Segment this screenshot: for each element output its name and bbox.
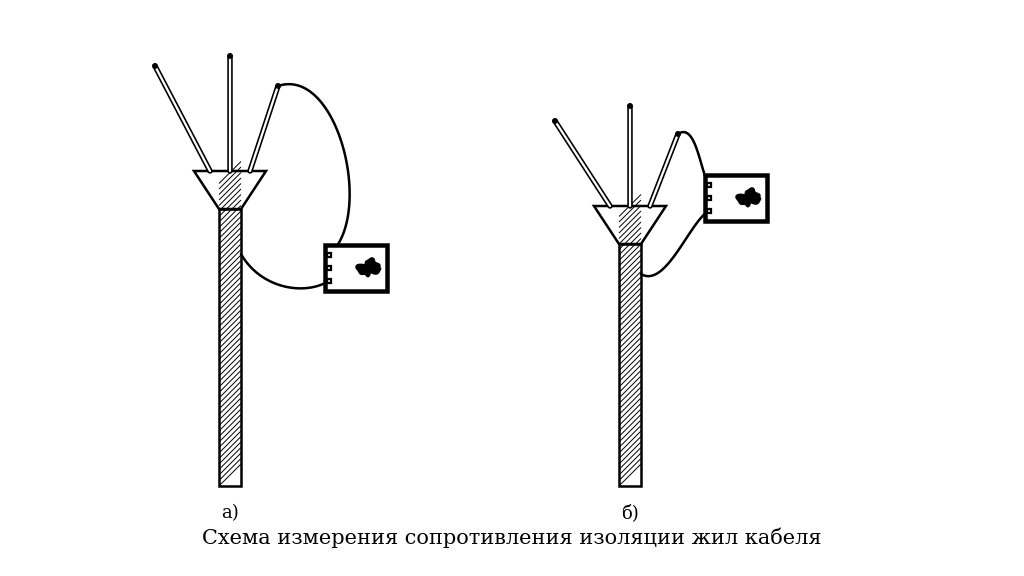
Bar — [618, 244, 641, 486]
Circle shape — [227, 54, 232, 58]
Polygon shape — [194, 171, 266, 209]
Bar — [708, 183, 711, 187]
Bar — [219, 209, 241, 486]
Circle shape — [628, 104, 632, 108]
Polygon shape — [594, 206, 666, 244]
Bar — [328, 253, 331, 257]
Circle shape — [275, 84, 281, 88]
Bar — [328, 279, 331, 283]
Circle shape — [153, 64, 158, 68]
Polygon shape — [356, 258, 381, 276]
Circle shape — [676, 132, 680, 136]
Bar — [328, 266, 331, 270]
Polygon shape — [736, 188, 761, 207]
Circle shape — [553, 119, 557, 123]
Bar — [705, 175, 767, 221]
Text: а): а) — [221, 504, 239, 522]
Bar — [708, 196, 711, 200]
Text: б): б) — [622, 504, 639, 522]
Bar — [708, 209, 711, 213]
Text: Схема измерения сопротивления изоляции жил кабеля: Схема измерения сопротивления изоляции ж… — [203, 528, 821, 548]
Bar — [325, 245, 387, 291]
